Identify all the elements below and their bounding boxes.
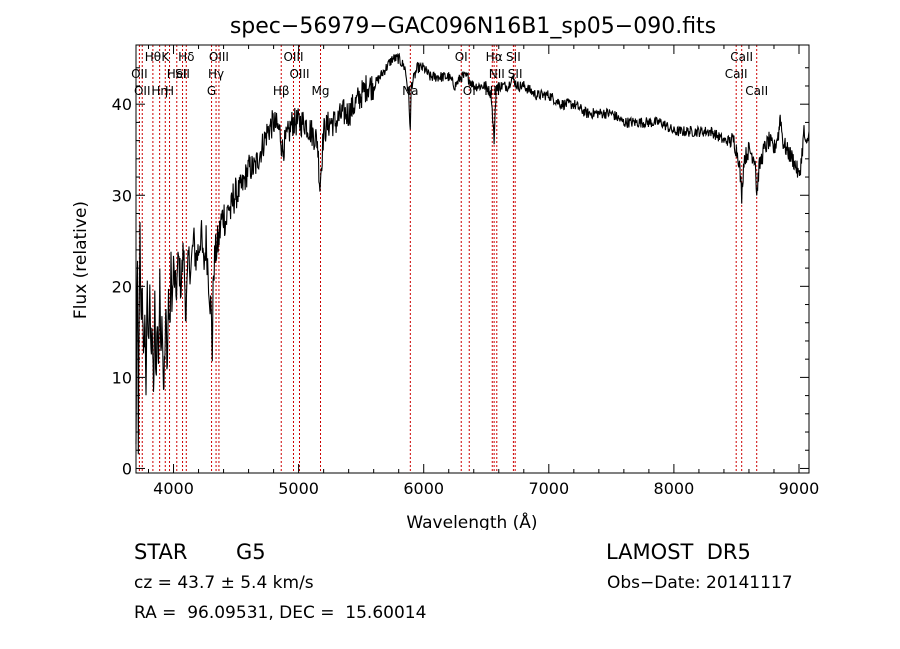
chart-title: spec−56979−GAC096N16B1_sp05−090.fits — [230, 14, 716, 39]
line-label: Hα — [486, 50, 503, 64]
coordinates: RA = 96.09531, DEC = 15.60014 — [134, 603, 427, 623]
survey-name: LAMOST DR5 — [606, 540, 751, 564]
x-tick-label: 6000 — [403, 479, 444, 498]
line-label: HeI — [167, 67, 187, 81]
line-markers — [138, 45, 758, 473]
line-label: OI — [463, 84, 476, 98]
line-label: Hη — [151, 84, 168, 98]
line-label: G — [207, 84, 216, 98]
line-label: CaII — [725, 67, 748, 81]
line-label: OIII — [209, 50, 229, 64]
line-label: Hδ — [178, 50, 194, 64]
line-label: Hγ — [208, 67, 224, 81]
line-label: OIII — [289, 67, 309, 81]
spectrum-line — [135, 52, 810, 455]
axis-ticks: 4000 5000 6000 7000 8000 9000 0 10 20 30 40 — [112, 45, 820, 498]
line-label: OI — [455, 50, 468, 64]
line-label: OII — [134, 84, 151, 98]
line-label: K — [161, 50, 170, 64]
x-tick-label: 8000 — [654, 479, 695, 498]
observation-date: Obs−Date: 20141117 — [607, 573, 793, 593]
line-label: OII — [131, 67, 148, 81]
x-tick-label: 5000 — [278, 479, 319, 498]
x-tick-label: 4000 — [153, 479, 194, 498]
line-label: H — [165, 84, 174, 98]
line-label: OIII — [283, 50, 303, 64]
line-label: CaII — [745, 84, 768, 98]
line-label: NII — [484, 84, 500, 98]
line-label: Mg — [312, 84, 330, 98]
line-label: Na — [402, 84, 418, 98]
line-label: SII — [175, 67, 190, 81]
spectrum-chart: spec−56979−GAC096N16B1_sp05−090.fits 400… — [71, 14, 820, 530]
line-label: CaII — [730, 50, 753, 64]
y-tick-label: 40 — [112, 95, 132, 114]
redshift-value: cz = 43.7 ± 5.4 km/s — [134, 573, 314, 593]
line-label: SII — [506, 50, 521, 64]
line-label: Hβ — [273, 84, 290, 98]
object-class: STAR — [134, 540, 188, 564]
x-axis-label: Wavelength (Å) — [406, 511, 537, 530]
y-tick-label: 20 — [112, 277, 132, 296]
x-tick-label: 7000 — [528, 479, 569, 498]
x-tick-label: 9000 — [779, 479, 820, 498]
plot-frame — [135, 44, 810, 474]
line-label: NII — [489, 67, 505, 81]
y-tick-label: 0 — [122, 459, 132, 478]
line-label: SII — [508, 67, 523, 81]
y-tick-label: 10 — [112, 368, 132, 387]
line-label: Hθ — [145, 50, 161, 64]
y-axis-label: Flux (relative) — [71, 201, 91, 319]
object-subclass: G5 — [236, 540, 266, 564]
y-tick-label: 30 — [112, 186, 132, 205]
